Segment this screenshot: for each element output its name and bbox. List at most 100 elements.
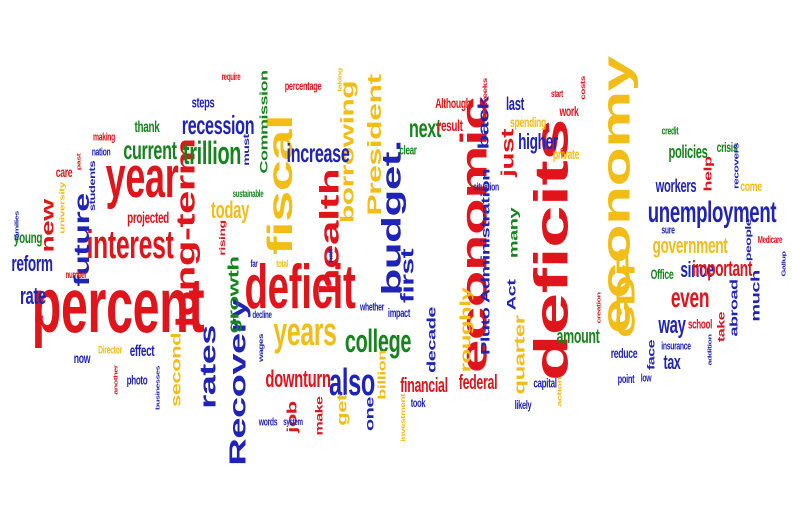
word-rates: rates: [194, 325, 221, 409]
word-businesses: businesses: [154, 365, 161, 411]
word-increase: increase: [286, 138, 350, 168]
word-quarter: quarter: [511, 315, 529, 395]
word-next: next: [409, 113, 441, 143]
word-crisis: crisis: [716, 139, 738, 155]
word-school: school: [687, 316, 713, 332]
word-number: number: [65, 270, 87, 281]
word-likely: likely: [514, 398, 532, 412]
word-one: one: [363, 396, 377, 432]
word-recession: recession: [181, 110, 255, 140]
word-growth: growth: [225, 256, 243, 334]
word-situation: situation: [473, 181, 499, 194]
word-action: action: [555, 377, 564, 407]
word-billion: billion: [375, 350, 389, 400]
word-projected: projected: [127, 210, 169, 227]
word-costs: costs: [580, 76, 588, 100]
word-reform: reform: [11, 251, 53, 276]
word-half: half: [327, 248, 334, 264]
word-since: since: [680, 257, 714, 282]
word-addition: addition: [706, 334, 713, 366]
word-taking: taking: [336, 68, 343, 92]
word-today: today: [210, 197, 250, 224]
word-point: point: [617, 372, 635, 386]
word-years: years: [273, 310, 337, 354]
word-even: even: [670, 282, 710, 313]
word-photo: photo: [126, 372, 148, 388]
word-financial: financial: [400, 375, 448, 397]
word-interest: interest: [86, 223, 174, 267]
word-Medicare: Medicare: [757, 235, 783, 246]
word-second: second: [167, 332, 184, 408]
word-another: another: [112, 365, 119, 395]
word-low: low: [640, 372, 652, 385]
word-care: care: [55, 164, 73, 180]
word-policies: policies: [668, 142, 708, 162]
word-system: system: [283, 417, 303, 428]
word-young: young: [13, 230, 43, 247]
word-President: President: [362, 74, 386, 216]
word-year: year: [105, 145, 179, 210]
word-steps: steps: [191, 94, 215, 112]
word-students: students: [87, 160, 97, 212]
word-rising: rising: [217, 220, 227, 256]
word-take: take: [716, 311, 727, 343]
word-percentage: percentage: [284, 79, 322, 93]
word-many: many: [507, 207, 521, 259]
word-Office: Office: [650, 266, 674, 282]
word-higher: higher: [518, 129, 558, 154]
word-Although: Although: [435, 95, 471, 111]
word-wages: wages: [258, 333, 266, 363]
word-took: took: [410, 396, 426, 410]
word-families: families: [13, 211, 20, 241]
word-last: last: [506, 94, 524, 114]
word-college: college: [344, 323, 412, 359]
word-people: people: [743, 218, 753, 262]
word-sure: sure: [661, 224, 675, 237]
word-tax: tax: [663, 352, 681, 374]
word-spending: spending: [509, 114, 547, 130]
word-first: first: [397, 248, 418, 304]
word-Director: Director: [98, 344, 122, 357]
word-thank: thank: [134, 119, 160, 136]
word-making: making: [92, 131, 116, 144]
word-work: work: [559, 103, 579, 119]
word-Act: Act: [505, 279, 519, 311]
word-deficit: deficit: [244, 253, 356, 322]
word-whether: whether: [360, 301, 384, 314]
word-nation: nation: [91, 146, 111, 159]
word-insurance: insurance: [661, 340, 691, 353]
word-workers: workers: [655, 176, 697, 196]
word-face: face: [646, 339, 657, 371]
word-past: past: [75, 153, 82, 171]
word-make: make: [314, 396, 325, 436]
word-downturn: downturn: [265, 366, 331, 393]
word-decline: decline: [252, 310, 272, 321]
word-also: also: [329, 362, 375, 404]
word-help: help: [701, 156, 715, 192]
word-government: government: [652, 233, 728, 258]
word-Let: Let: [34, 314, 44, 325]
word-Pluto: Pluto Administration: [479, 169, 493, 355]
word-get: get: [333, 394, 350, 426]
word-weeks: weeks: [482, 78, 490, 106]
word-creation: creation: [595, 292, 602, 324]
word-federal: federal: [458, 372, 498, 394]
word-must: must: [241, 134, 251, 166]
word-Commission: Commission: [257, 70, 271, 174]
word-sustainable: sustainable: [232, 189, 264, 200]
word-trillion: trillion: [182, 135, 242, 171]
word-percent: percent: [31, 261, 205, 349]
word-require: require: [221, 72, 241, 83]
word-recovers: recovers: [731, 142, 741, 190]
word-university: university: [57, 182, 67, 234]
word-GDP: GDP: [611, 248, 641, 338]
word-Gallup: Gallup: [780, 251, 787, 277]
word-reduce: reduce: [610, 345, 638, 361]
word-private: private: [552, 146, 580, 162]
word-result: result: [437, 118, 463, 135]
word-rate: rate: [19, 283, 47, 310]
word-start: start: [551, 89, 563, 100]
word-effect: effect: [129, 343, 155, 360]
word-current: current: [123, 135, 177, 165]
